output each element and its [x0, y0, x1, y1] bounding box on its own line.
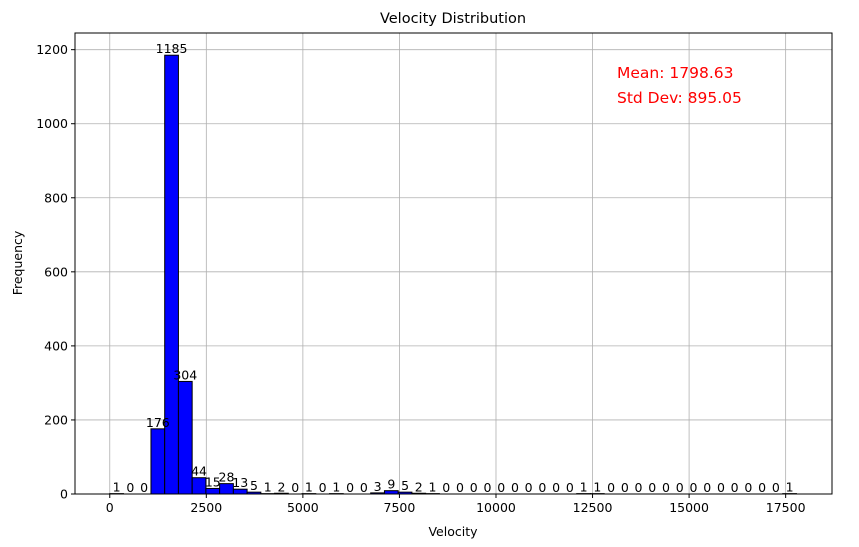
bar-count-label: 0	[621, 480, 629, 495]
bar-count-label: 1	[580, 480, 588, 495]
bar-count-label: 0	[470, 480, 478, 495]
x-tick-label: 12500	[573, 500, 613, 515]
bar-count-label: 0	[497, 480, 505, 495]
bar-count-label: 0	[456, 480, 464, 495]
bar-count-label: 1	[786, 480, 794, 495]
bar-count-label: 0	[731, 480, 739, 495]
y-tick-label: 1000	[36, 116, 68, 131]
bar-count-label: 0	[717, 480, 725, 495]
x-tick-label: 15000	[669, 500, 709, 515]
mean-annotation: Mean: 1798.63	[617, 64, 733, 82]
bar-count-label: 0	[511, 480, 519, 495]
bar-count-label: 0	[648, 480, 656, 495]
bar-count-label: 13	[232, 475, 248, 490]
bar-count-label: 0	[291, 480, 299, 495]
bar-count-label: 304	[173, 367, 197, 382]
x-axis-ticks: 0 2500 5000 7500 10000 12500 15000 17500	[106, 494, 806, 515]
bar-count-label: 1	[113, 480, 121, 495]
bar-count-label: 0	[126, 480, 134, 495]
y-tick-label: 600	[44, 264, 68, 279]
bar-count-label: 1	[593, 480, 601, 495]
bar-count-label: 0	[140, 480, 148, 495]
bar-count-label: 28	[219, 470, 235, 485]
bar-count-label: 0	[772, 480, 780, 495]
bar-count-label: 0	[319, 480, 327, 495]
bar-count-label: 0	[525, 480, 533, 495]
bar-count-label: 0	[483, 480, 491, 495]
bar-count-label: 0	[346, 480, 354, 495]
bar-count-label: 176	[146, 415, 170, 430]
bar-count-label: 0	[662, 480, 670, 495]
bar-count-label: 15	[205, 474, 221, 489]
y-tick-label: 200	[44, 412, 68, 427]
bar-count-label: 0	[689, 480, 697, 495]
bar-count-label: 0	[442, 480, 450, 495]
bar-count-label: 1185	[156, 41, 188, 56]
bar-count-label: 9	[387, 477, 395, 492]
x-axis-label: Velocity	[428, 524, 478, 539]
bar-count-label: 0	[758, 480, 766, 495]
bar-count-label: 1	[264, 480, 272, 495]
bar-count-label: 0	[538, 480, 546, 495]
x-tick-label: 17500	[766, 500, 806, 515]
bar-count-label: 5	[401, 478, 409, 493]
bar-count-label: 0	[635, 480, 643, 495]
stddev-annotation: Std Dev: 895.05	[617, 89, 742, 107]
bar-count-label: 44	[191, 464, 207, 479]
bar-count-label: 0	[360, 480, 368, 495]
y-axis-label: Frequency	[10, 230, 25, 295]
x-tick-label: 5000	[287, 500, 319, 515]
bar-count-label: 0	[566, 480, 574, 495]
chart-title: Velocity Distribution	[380, 11, 526, 27]
bar-count-label: 2	[277, 479, 285, 494]
bar-count-label: 5	[250, 478, 258, 493]
grid	[75, 33, 832, 495]
y-tick-label: 0	[60, 487, 68, 502]
histogram-bar	[150, 428, 166, 495]
y-tick-label: 400	[44, 338, 68, 353]
y-tick-label: 800	[44, 190, 68, 205]
x-tick-label: 0	[106, 500, 114, 515]
bar-count-label: 0	[703, 480, 711, 495]
y-tick-label: 1200	[36, 42, 68, 57]
bar-count-label: 1	[332, 480, 340, 495]
x-tick-label: 2500	[190, 500, 222, 515]
x-tick-label: 10000	[476, 500, 516, 515]
bar-count-label: 1	[305, 480, 313, 495]
bars	[109, 54, 797, 495]
y-axis-ticks: 0 200 400 600 800 1000 1200	[36, 42, 75, 502]
plot-frame	[74, 32, 833, 495]
bar-count-label: 3	[374, 479, 382, 494]
bar-count-label: 0	[744, 480, 752, 495]
bar-count-label: 0	[607, 480, 615, 495]
bar-count-label: 2	[415, 479, 423, 494]
x-tick-label: 7500	[384, 500, 416, 515]
bar-count-label: 0	[676, 480, 684, 495]
bar-count-label: 0	[552, 480, 560, 495]
bar-count-label: 1	[429, 480, 437, 495]
